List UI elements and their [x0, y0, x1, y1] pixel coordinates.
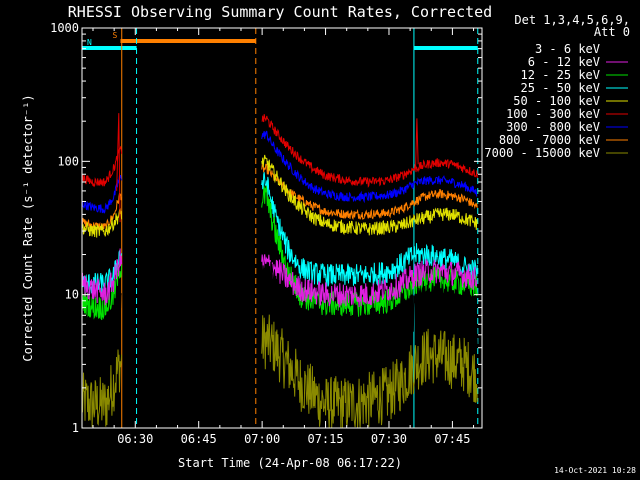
- x-tick-label: 07:45: [434, 432, 470, 446]
- series-line: [81, 291, 123, 359]
- series-line: [81, 349, 123, 427]
- series-layer: [81, 113, 478, 429]
- plot-frame: [81, 27, 483, 429]
- series-line: [261, 314, 478, 429]
- series-line: [261, 185, 478, 317]
- series-800-7000-kev: [81, 163, 478, 231]
- legend-label: 300 - 800 keV: [506, 120, 600, 134]
- series-line: [261, 154, 478, 236]
- y-tick-label: 1000: [50, 21, 79, 35]
- time-markers: [121, 28, 479, 428]
- x-tick-label: 06:30: [117, 432, 153, 446]
- series-line: [261, 163, 478, 220]
- x-tick-label: 07:00: [244, 432, 280, 446]
- legend-header: Det 1,3,4,5,6,9,: [514, 13, 630, 27]
- flag-bars: SN: [82, 31, 478, 50]
- axes: 06:30 06:45 07:00 07:15 07:30 07:45 1 10 100 1000: [50, 21, 482, 446]
- series-line: [81, 248, 123, 306]
- legend-label: 3 - 6 keV: [535, 42, 600, 56]
- y-tick-label: 1: [72, 421, 79, 435]
- flag-bar: [120, 39, 256, 43]
- series-line: [261, 254, 478, 308]
- chart-title: RHESSI Observing Summary Count Rates, Co…: [68, 3, 492, 21]
- x-tick-label: 06:45: [181, 432, 217, 446]
- series-line: [81, 174, 123, 214]
- series-6-12-kev: [81, 248, 478, 308]
- series-100-300-kev: [81, 114, 478, 188]
- series-line: [261, 114, 478, 188]
- flare-spike: [116, 113, 121, 223]
- y-tick-label: 100: [57, 154, 79, 168]
- y-axis-label: Corrected Count Rate (s⁻¹ detector⁻¹): [21, 94, 35, 361]
- series-12-25-kev: [81, 185, 478, 321]
- legend-label: 7000 - 15000 keV: [484, 146, 600, 160]
- flag-label: N: [87, 38, 92, 47]
- date-stamp: 14-Oct-2021 10:28: [554, 466, 636, 475]
- legend-label: 800 - 7000 keV: [499, 133, 600, 147]
- legend-label: 100 - 300 keV: [506, 107, 600, 121]
- legend-label: 12 - 25 keV: [521, 68, 600, 82]
- series-300-800-kev: [81, 130, 478, 214]
- series-50-100-kev: [81, 154, 478, 238]
- flare-spike: [415, 118, 419, 168]
- series-7000-15000-kev: [81, 314, 478, 429]
- series-line: [261, 130, 478, 204]
- series-line: [81, 193, 123, 231]
- legend-header: Att 0: [594, 25, 630, 39]
- series-line: [81, 208, 123, 238]
- series-line: [81, 263, 123, 321]
- series-line: [261, 261, 478, 369]
- series-3-6-kev: [81, 261, 478, 369]
- flag-bar: [413, 46, 478, 50]
- legend-label: 25 - 50 keV: [521, 81, 600, 95]
- flag-label: S: [112, 31, 117, 40]
- series-line: [261, 172, 478, 287]
- y-tick-label: 10: [65, 288, 79, 302]
- legend-label: 50 - 100 keV: [513, 94, 600, 108]
- flag-bar: [82, 46, 137, 50]
- x-tick-label: 07:15: [307, 432, 343, 446]
- x-axis-label: Start Time (24-Apr-08 06:17:22): [178, 456, 402, 470]
- x-tick-label: 07:30: [371, 432, 407, 446]
- series-line: [81, 146, 123, 188]
- legend-label: 6 - 12 keV: [528, 55, 600, 69]
